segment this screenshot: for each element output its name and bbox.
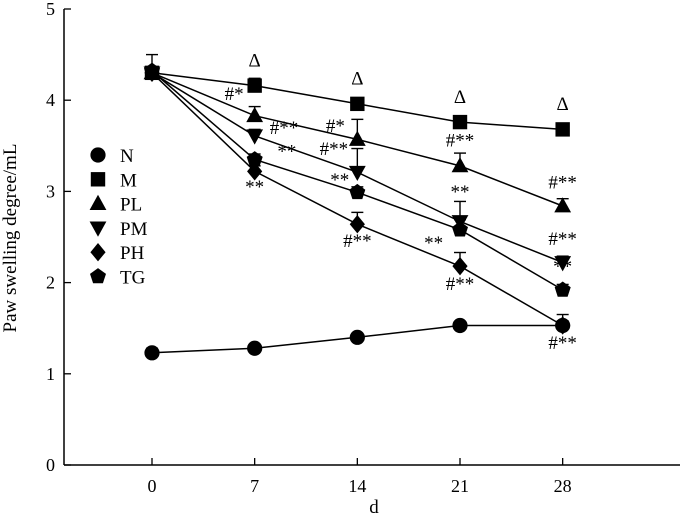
data-point-pl xyxy=(348,130,366,146)
legend-label: TG xyxy=(120,268,146,289)
data-point-pl xyxy=(554,197,572,213)
y-tick-label: 5 xyxy=(46,0,55,19)
significance-label: Δ xyxy=(454,87,466,108)
legend-marker-tg xyxy=(90,268,106,284)
y-tick-label: 2 xyxy=(46,273,55,293)
significance-label: #** xyxy=(343,231,372,252)
legend-label: PM xyxy=(120,219,148,240)
data-point-m xyxy=(452,114,468,130)
x-tick-label: 21 xyxy=(451,476,469,496)
significance-label: #** xyxy=(320,139,349,160)
legend-marker-m xyxy=(90,172,106,187)
significance-label: #** xyxy=(270,118,299,139)
data-point-tg xyxy=(554,281,571,297)
significance-label: ** xyxy=(553,257,572,278)
x-axis-label: d xyxy=(369,497,379,518)
x-tick-label: 28 xyxy=(554,476,572,496)
legend-marker-pl xyxy=(89,194,107,210)
legend-item-m: M xyxy=(90,170,137,191)
legend-item-n: N xyxy=(90,146,134,167)
data-point-tg xyxy=(246,151,263,167)
y-tick-label: 4 xyxy=(46,90,55,110)
legend-label: N xyxy=(120,146,134,167)
significance-label: ** xyxy=(330,170,349,191)
legend-label: M xyxy=(120,170,137,191)
data-point-ph xyxy=(555,316,571,335)
legend: NM PL PM PH TG xyxy=(89,146,148,289)
data-point-m xyxy=(350,96,365,112)
significance-label: #** xyxy=(446,131,475,152)
significance-label: #* xyxy=(225,84,244,105)
legend-label: PL xyxy=(120,195,142,216)
series-tg xyxy=(144,53,571,297)
data-point-tg xyxy=(452,221,468,237)
significance-label: #** xyxy=(548,229,577,250)
significance-label: ** xyxy=(245,177,264,198)
x-tick-label: 0 xyxy=(148,476,157,496)
series-n xyxy=(144,313,571,361)
data-point-m xyxy=(247,78,262,93)
data-point-pl xyxy=(451,157,469,173)
data-point-tg xyxy=(144,62,160,78)
data-point-n xyxy=(452,317,468,334)
y-tick-label: 3 xyxy=(46,181,55,201)
legend-marker-ph xyxy=(90,243,106,262)
significance-label: Δ xyxy=(351,69,363,90)
data-point-n xyxy=(247,340,263,356)
data-point-pm xyxy=(246,129,264,145)
legend-marker-pm xyxy=(89,221,107,237)
significance-label: #** xyxy=(548,173,577,194)
data-point-pm xyxy=(554,256,572,272)
data-point-m xyxy=(555,122,570,137)
significance-label: ** xyxy=(451,182,470,203)
data-point-n xyxy=(349,329,365,345)
data-point-ph xyxy=(349,215,365,234)
significance-label: #** xyxy=(548,333,577,354)
legend-item-ph: PH xyxy=(90,243,145,264)
significance-label: ** xyxy=(424,233,443,254)
y-tick-label: 1 xyxy=(46,364,55,384)
significance-label: #** xyxy=(446,274,475,295)
data-point-pm xyxy=(348,165,366,182)
legend-marker-n xyxy=(90,147,106,163)
significance-label: Δ xyxy=(557,94,569,115)
x-tick-label: 14 xyxy=(348,476,366,496)
data-point-n xyxy=(144,345,160,361)
legend-item-pm: PM xyxy=(89,219,148,240)
data-point-ph xyxy=(247,162,263,181)
data-point-ph xyxy=(452,256,468,276)
data-point-pl xyxy=(246,106,264,123)
data-point-tg xyxy=(349,183,366,200)
legend-label: PH xyxy=(120,243,145,264)
series-layer xyxy=(143,53,572,361)
legend-item-tg: TG xyxy=(90,268,146,289)
axes: 0 1 2 3 4 5 0 7 14 21 28 xyxy=(46,0,680,496)
x-tick-label: 7 xyxy=(250,476,259,496)
y-axis-label: Paw swelling degree/mL xyxy=(0,144,21,333)
annotation-layer: ΔΔΔ Δ#*#******#*#****#**#******#**#**#***… xyxy=(225,50,577,354)
significance-label: #* xyxy=(326,116,345,137)
legend-item-pl: PL xyxy=(89,194,142,216)
significance-label: ** xyxy=(277,142,296,163)
y-tick-label: 0 xyxy=(46,455,55,475)
significance-label: Δ xyxy=(249,50,261,71)
